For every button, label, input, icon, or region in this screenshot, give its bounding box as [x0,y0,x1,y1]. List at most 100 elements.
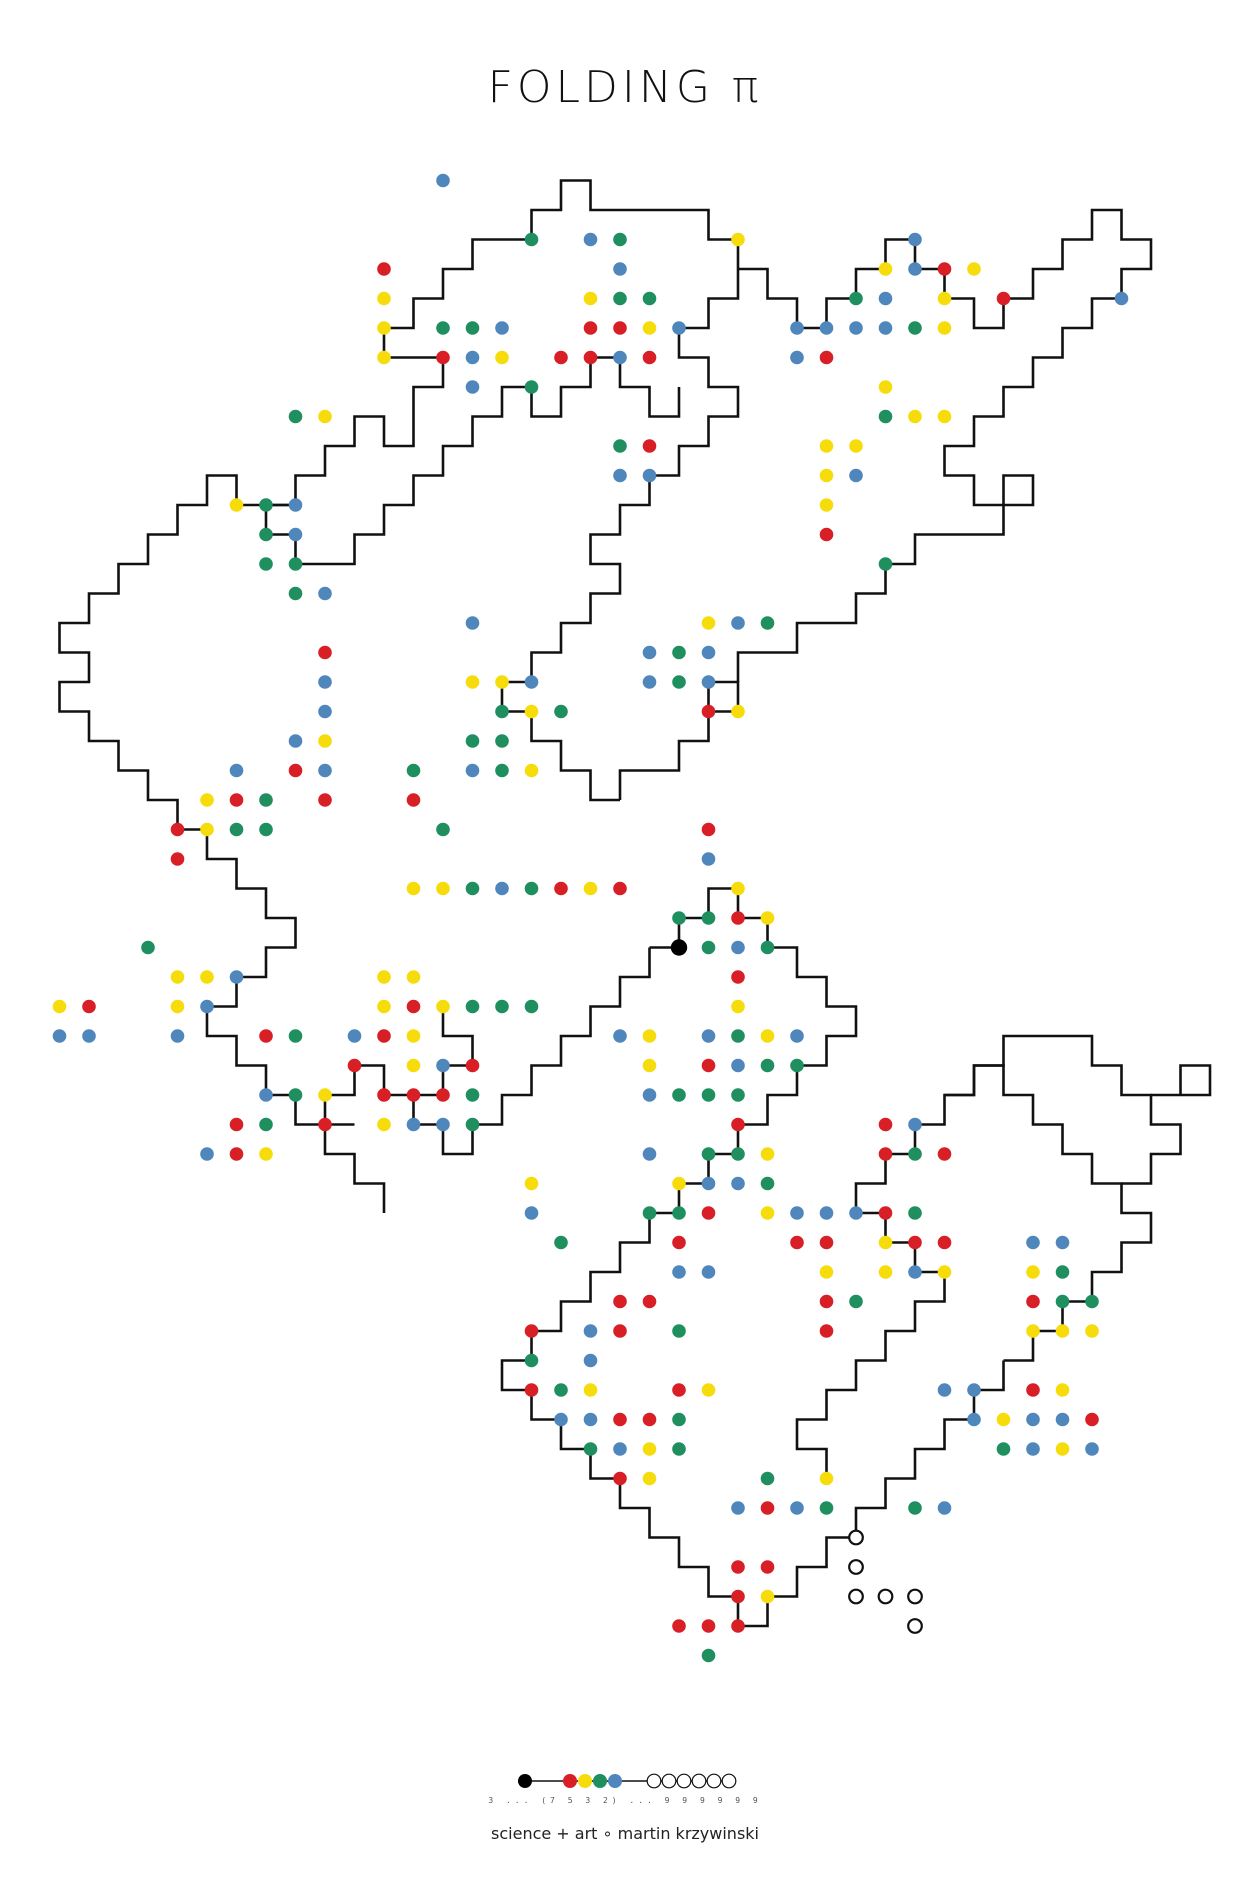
path-node [849,468,863,483]
path-node [465,350,480,365]
path-node [259,557,273,571]
path-node [495,881,509,896]
path-node [731,1560,745,1574]
path-node [642,321,657,335]
path-node [908,1147,922,1161]
path-node [613,232,627,247]
path-node [819,1235,834,1250]
path-node [613,1294,627,1309]
path-node [760,940,775,955]
path-node [996,1442,1011,1456]
path-segment [944,1034,1182,1185]
path-node [318,763,332,778]
path-node [878,1235,893,1250]
path-node [288,409,303,424]
path-node [495,999,509,1014]
path-node [760,1471,775,1486]
path-node [672,911,686,925]
path-node [524,1353,539,1368]
path-node [465,881,480,896]
path-node [259,1147,273,1161]
legend-nine-dot [676,1773,692,1789]
path-node [406,763,421,778]
path-node [701,704,716,719]
path-node [1055,1294,1070,1309]
path-node [731,1176,745,1191]
path-node [436,350,450,365]
path-node [849,321,863,335]
path-node [1055,1412,1070,1427]
path-node [377,970,391,984]
legend-nine-dot [721,1773,737,1789]
path-node [642,1147,657,1161]
path-node [731,704,745,719]
path-node [229,1117,244,1132]
path-node [495,675,509,689]
start-node [670,939,688,956]
path-node [318,793,332,807]
path-node [318,409,332,424]
path-node [731,1619,745,1633]
path-node [878,409,893,424]
path-node [701,1648,716,1663]
path-node [170,852,185,866]
path-node [200,793,214,807]
path-node [819,468,834,483]
path-node [495,704,509,719]
path-node [937,1501,952,1515]
path-node [288,734,303,748]
path-node [908,262,922,276]
path-node [672,1324,686,1338]
path-node [495,321,509,335]
path-node [967,262,981,276]
path-node [259,793,273,807]
legend-key [518,1773,737,1789]
path-node [878,291,893,306]
path-node [465,734,480,748]
path-node [878,1265,893,1279]
path-node [701,852,716,866]
path-node [406,1029,421,1043]
path-node [790,1058,804,1073]
path-node [790,350,804,365]
path-node [377,291,391,306]
path-node [731,999,745,1014]
path-node [524,999,539,1014]
path-node [642,1412,657,1427]
path-node [82,1029,96,1043]
path-node [701,911,716,925]
path-node [613,1471,627,1486]
path-nodes [52,173,1129,1663]
legend-digit-key: 3 ... (7 5 3 2) ... 9 9 9 9 9 9 [488,1796,762,1805]
legend-nine-dot [706,1773,722,1789]
path-node [701,1383,716,1397]
path-node [465,616,480,630]
path-node [819,527,834,542]
path-node [141,940,155,955]
path-node [731,1117,745,1132]
legend-five-dot [578,1774,592,1788]
path-segment [736,208,1153,682]
path-node [436,822,450,837]
path-node [465,380,480,394]
path-node [583,232,598,247]
path-node [524,1383,539,1397]
legend-seven-dot [563,1774,577,1788]
path-node [613,439,627,453]
path-node [937,321,952,335]
path-node [642,1058,657,1073]
path-node [318,704,332,719]
path-node [672,321,686,335]
path-node [731,232,745,247]
path-node [170,822,185,837]
path-node [318,1117,332,1132]
path-node [406,970,421,984]
path-node [672,1235,686,1250]
path-node [554,350,568,365]
path-node [524,675,539,689]
path-node [377,350,391,365]
path-node [760,1589,775,1604]
nine-node [907,1588,923,1605]
path-node [642,1088,657,1102]
legend-nine-dot [646,1773,662,1789]
